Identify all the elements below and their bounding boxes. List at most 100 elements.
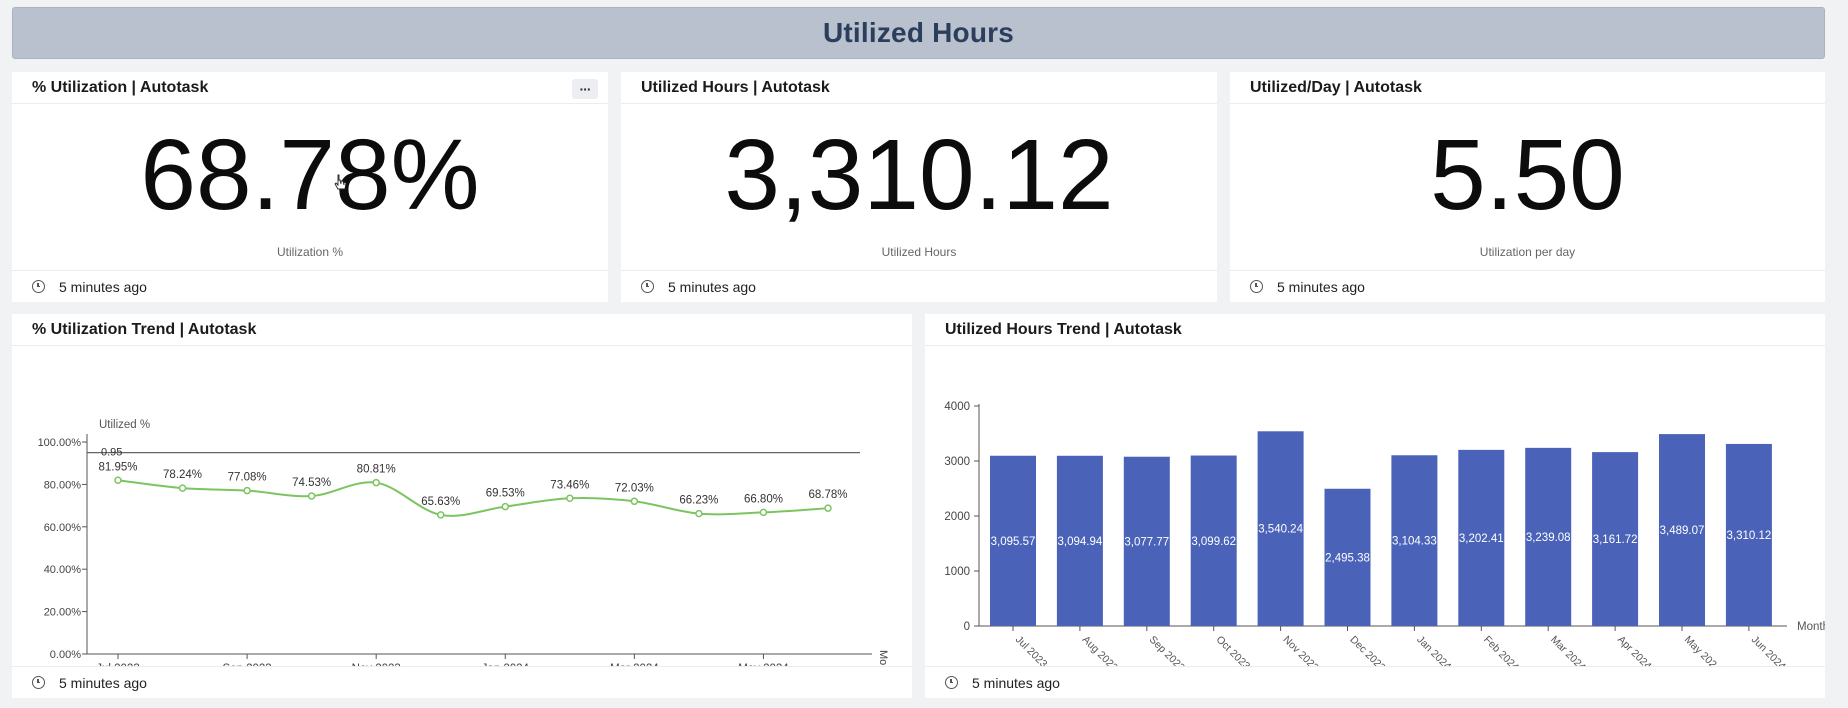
kpi-value: 68.78% <box>140 119 480 231</box>
x-axis-label: Month <box>1797 621 1825 633</box>
data-point <box>114 476 122 485</box>
y-tick-label: 100.00% <box>38 437 82 449</box>
card-title: Utilized Hours Trend | Autotask <box>945 320 1182 338</box>
bar-value-label: 3,540.24 <box>1258 524 1303 536</box>
y-tick-label: 80.00% <box>44 479 82 491</box>
utilization-line-chart: Utilized % 0.00% 20.00% 40.00% 60.00% 80.00% 1… <box>38 419 889 666</box>
bar <box>1725 443 1772 626</box>
data-point <box>501 502 510 511</box>
x-tick-label: Sep 2023 <box>1147 634 1187 666</box>
data-point <box>436 511 445 519</box>
y-tick-label: 20.00% <box>44 607 82 619</box>
last-updated: 5 minutes ago <box>59 278 147 295</box>
bar-value-label: 3,202.41 <box>1459 533 1504 545</box>
bar <box>1056 455 1103 626</box>
data-point <box>372 478 380 487</box>
bar-value-label: 3,094.94 <box>1058 536 1103 548</box>
data-label: 65.63% <box>421 496 460 508</box>
last-updated: 5 minutes ago <box>668 278 756 295</box>
bar <box>1324 488 1371 626</box>
kpi-label: Utilization % <box>276 245 344 259</box>
data-label: 66.80% <box>744 493 783 505</box>
x-tick-label: Apr 2024 <box>1615 634 1654 666</box>
data-label: 81.95% <box>98 461 137 473</box>
data-label: 78.24% <box>163 469 202 481</box>
bar <box>1659 434 1705 626</box>
card-footer: 5 minutes ago <box>925 666 1825 698</box>
data-point <box>824 504 832 512</box>
kpi-label: Utilized Hours <box>881 245 957 259</box>
clock-icon <box>1250 280 1263 293</box>
data-label: 80.81% <box>357 464 396 476</box>
dashboard-banner: Utilized Hours <box>12 7 1825 59</box>
card-title: Utilized Hours | Autotask <box>641 78 830 96</box>
hours-bar-chart: 0 1000 2000 3000 4000 3,095.57 Jul 2023 3,094.9… <box>944 401 1825 666</box>
x-tick-label: May 2024 <box>738 663 789 666</box>
bar-value-label: 3,099.62 <box>1191 536 1236 548</box>
bar-value-label: 3,310.12 <box>1727 530 1772 542</box>
x-tick-label: Nov 2023 <box>352 663 401 666</box>
bar-value-label: 3,161.72 <box>1593 534 1638 546</box>
utilization-trend-card: % Utilization Trend | Autotask Utilized … <box>12 314 912 698</box>
x-tick-label: Dec 2023 <box>1347 634 1387 666</box>
reference-line-label: 0.95 <box>101 447 122 459</box>
x-tick-label: Aug 2023 <box>1080 634 1120 666</box>
clock-icon <box>945 676 958 689</box>
y-tick-label: 2000 <box>944 511 970 523</box>
x-tick-label: Jan 2024 <box>1414 634 1453 666</box>
x-tick-label: Mar 2024 <box>1548 634 1588 666</box>
bar <box>990 455 1036 626</box>
card-title: Utilized/Day | Autotask <box>1250 78 1422 96</box>
bar <box>1391 455 1438 626</box>
kpi-card-utilized-hours: Utilized Hours | Autotask 3,310.12 Utili… <box>621 72 1217 302</box>
dashboard-title: Utilized Hours <box>822 17 1015 48</box>
kpi-value: 5.50 <box>1430 119 1625 231</box>
x-tick-label: May 2024 <box>1682 634 1723 666</box>
card-header: % Utilization | Autotask ··· <box>12 72 608 104</box>
x-tick-label: Sep 2023 <box>222 663 271 666</box>
card-header: Utilized Hours Trend | Autotask <box>925 314 1825 346</box>
data-label: 68.78% <box>808 489 847 501</box>
data-label: 72.03% <box>615 482 654 494</box>
x-tick-label: Feb 2024 <box>1481 634 1521 666</box>
bar-value-label: 3,104.33 <box>1392 536 1437 548</box>
data-point <box>759 508 768 517</box>
card-header: Utilized Hours | Autotask <box>621 72 1217 104</box>
y-tick-label: 1000 <box>944 566 970 578</box>
bar-value-label: 2,495.38 <box>1325 552 1370 564</box>
last-updated: 5 minutes ago <box>972 674 1060 691</box>
bar <box>1592 452 1639 626</box>
bar <box>1257 431 1304 626</box>
more-options-button[interactable]: ··· <box>572 79 598 99</box>
bar-value-label: 3,095.57 <box>991 536 1036 548</box>
y-tick-label: 4000 <box>944 401 970 413</box>
x-tick-label: Nov 2023 <box>1280 634 1320 666</box>
hours-trend-card: Utilized Hours Trend | Autotask 0 1000 200… <box>925 314 1825 698</box>
data-label: 73.46% <box>550 479 589 491</box>
card-footer: 5 minutes ago <box>12 666 912 698</box>
data-point <box>243 486 251 495</box>
mouse-cursor-icon <box>334 174 347 190</box>
card-footer: 5 minutes ago <box>12 270 608 302</box>
data-point <box>695 509 703 518</box>
data-point <box>566 494 574 503</box>
x-tick-label: Jun 2024 <box>1749 634 1788 666</box>
clock-icon <box>32 676 45 689</box>
x-tick-label: Jul 2023 <box>1013 634 1050 666</box>
card-header: % Utilization Trend | Autotask <box>12 314 912 346</box>
data-label: 77.08% <box>228 472 267 484</box>
x-axis-label: Month <box>877 650 889 666</box>
y-axis-label: Utilized % <box>99 419 150 431</box>
bar-value-label: 3,489.07 <box>1660 525 1705 537</box>
y-tick-label: 40.00% <box>44 564 82 576</box>
last-updated: 5 minutes ago <box>1277 278 1365 295</box>
y-tick-label: 3000 <box>944 456 970 468</box>
data-label: 66.23% <box>679 495 718 507</box>
bar <box>1123 456 1170 626</box>
x-tick-label: Jul 2023 <box>96 663 139 666</box>
card-footer: 5 minutes ago <box>1230 270 1825 302</box>
bar-value-label: 3,239.08 <box>1526 532 1571 544</box>
card-footer: 5 minutes ago <box>621 270 1217 302</box>
clock-icon <box>641 280 654 293</box>
x-tick-label: Oct 2023 <box>1214 634 1253 666</box>
